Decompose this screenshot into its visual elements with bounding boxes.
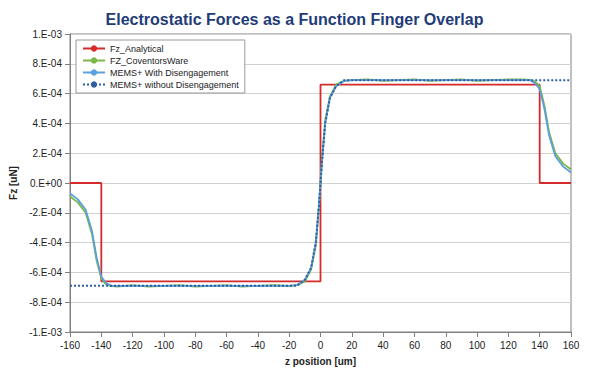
svg-text:-160: -160 (60, 340, 80, 351)
svg-text:8.E-04: 8.E-04 (33, 58, 63, 69)
svg-text:-20: -20 (282, 340, 297, 351)
svg-text:20: 20 (346, 340, 358, 351)
svg-text:6.E-04: 6.E-04 (33, 88, 63, 99)
svg-text:-4.E-04: -4.E-04 (29, 237, 62, 248)
svg-text:140: 140 (531, 340, 548, 351)
svg-text:z position [um]: z position [um] (285, 356, 356, 367)
svg-text:60: 60 (409, 340, 421, 351)
svg-text:Fz_Analytical: Fz_Analytical (110, 44, 164, 54)
svg-text:0: 0 (318, 340, 324, 351)
svg-text:-8.E-04: -8.E-04 (29, 297, 62, 308)
svg-text:1.E-03: 1.E-03 (33, 29, 63, 40)
svg-text:FZ_CoventorsWare: FZ_CoventorsWare (110, 56, 188, 66)
svg-text:160: 160 (563, 340, 580, 351)
svg-text:40: 40 (378, 340, 390, 351)
svg-text:-80: -80 (188, 340, 203, 351)
svg-text:2.E-04: 2.E-04 (33, 148, 63, 159)
svg-text:MEMS+ With Disengagement: MEMS+ With Disengagement (110, 68, 229, 78)
svg-text:-140: -140 (91, 340, 111, 351)
svg-text:-100: -100 (154, 340, 174, 351)
svg-text:MEMS+ without Disengagement: MEMS+ without Disengagement (110, 80, 239, 90)
svg-text:-1.E-03: -1.E-03 (29, 327, 62, 338)
svg-text:-2.E-04: -2.E-04 (29, 207, 62, 218)
svg-text:4.E-04: 4.E-04 (33, 118, 63, 129)
svg-text:Electrostatic Forces as a Func: Electrostatic Forces as a Function Finge… (106, 11, 484, 28)
svg-text:-40: -40 (251, 340, 266, 351)
svg-text:Fz [uN]: Fz [uN] (8, 166, 19, 200)
svg-text:-60: -60 (219, 340, 234, 351)
svg-text:-6.E-04: -6.E-04 (29, 267, 62, 278)
svg-text:0.E+00: 0.E+00 (30, 178, 62, 189)
svg-text:100: 100 (469, 340, 486, 351)
svg-text:120: 120 (500, 340, 517, 351)
svg-text:80: 80 (440, 340, 452, 351)
svg-text:-120: -120 (123, 340, 143, 351)
